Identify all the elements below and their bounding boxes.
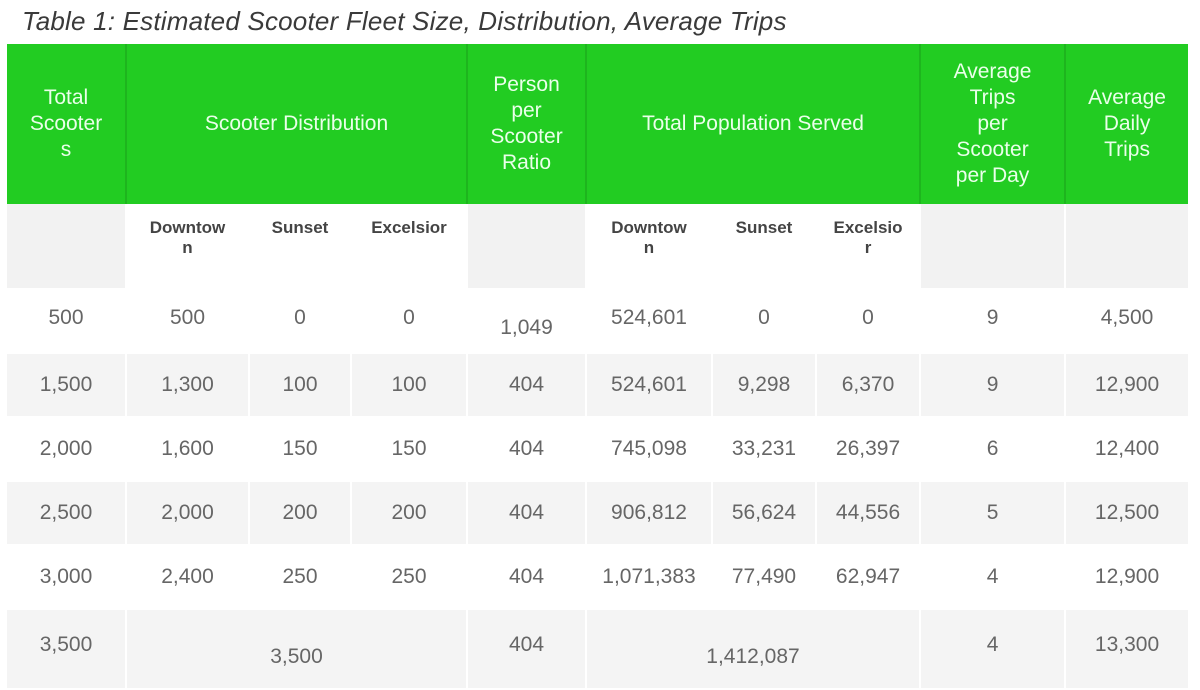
header-total-scooters: Total Scooter s bbox=[7, 44, 127, 204]
cell-total-scooters: 3,000 bbox=[7, 546, 127, 610]
cell-ratio: 404 bbox=[468, 418, 587, 482]
cell-pop-sunset: 33,231 bbox=[713, 418, 817, 482]
header-avg-daily-trips: Average Daily Trips bbox=[1066, 44, 1189, 204]
cell-dist-sunset: 150 bbox=[250, 418, 352, 482]
cell-daily-trips: 12,900 bbox=[1066, 354, 1189, 418]
subheader-blank bbox=[468, 204, 587, 290]
cell-pop-excelsior: 0 bbox=[817, 290, 922, 354]
cell-dist-sunset: 250 bbox=[250, 546, 352, 610]
cell-total-scooters: 2,000 bbox=[7, 418, 127, 482]
table-row: 2,000 1,600 150 150 404 745,098 33,231 2… bbox=[7, 418, 1189, 482]
cell-dist-sunset: 0 bbox=[250, 290, 352, 354]
cell-total-scooters: 3,500 bbox=[7, 610, 127, 690]
cell-dist-excelsior: 200 bbox=[352, 482, 468, 546]
cell-pop-sunset: 77,490 bbox=[713, 546, 817, 610]
cell-pop-downtown: 906,812 bbox=[587, 482, 713, 546]
scooter-fleet-table: Total Scooter s Scooter Distribution Per… bbox=[7, 44, 1189, 690]
subheader-blank bbox=[7, 204, 127, 290]
cell-pop-downtown: 1,071,383 bbox=[587, 546, 713, 610]
cell-pop-sunset: 9,298 bbox=[713, 354, 817, 418]
cell-dist-downtown: 500 bbox=[127, 290, 250, 354]
subheader-dist-excelsior: Excelsior bbox=[352, 204, 468, 290]
cell-pop-excelsior: 26,397 bbox=[817, 418, 922, 482]
cell-pop-downtown: 745,098 bbox=[587, 418, 713, 482]
cell-trips-per-scooter: 4 bbox=[921, 546, 1067, 610]
cell-ratio: 404 bbox=[468, 482, 587, 546]
table-row: 2,500 2,000 200 200 404 906,812 56,624 4… bbox=[7, 482, 1189, 546]
subheader-dist-sunset: Sunset bbox=[250, 204, 352, 290]
subheader-row: Downtow n Sunset Excelsior Downtow n Sun… bbox=[7, 204, 1189, 290]
cell-daily-trips: 12,500 bbox=[1066, 482, 1189, 546]
cell-dist-excelsior: 0 bbox=[352, 290, 468, 354]
cell-trips-per-scooter: 5 bbox=[921, 482, 1067, 546]
cell-population-merged: 1,412,087 bbox=[587, 610, 922, 690]
cell-dist-downtown: 2,000 bbox=[127, 482, 250, 546]
cell-ratio: 404 bbox=[468, 354, 587, 418]
cell-total-scooters: 2,500 bbox=[7, 482, 127, 546]
cell-daily-trips: 12,400 bbox=[1066, 418, 1189, 482]
cell-dist-excelsior: 150 bbox=[352, 418, 468, 482]
cell-ratio: 404 bbox=[468, 610, 587, 690]
cell-pop-downtown: 524,601 bbox=[587, 290, 713, 354]
cell-dist-sunset: 100 bbox=[250, 354, 352, 418]
cell-ratio: 404 bbox=[468, 546, 587, 610]
header-scooter-distribution: Scooter Distribution bbox=[127, 44, 468, 204]
cell-dist-sunset: 200 bbox=[250, 482, 352, 546]
table-row: 3,500 3,500 404 1,412,087 4 13,300 bbox=[7, 610, 1189, 690]
cell-total-scooters: 1,500 bbox=[7, 354, 127, 418]
table-row: 1,500 1,300 100 100 404 524,601 9,298 6,… bbox=[7, 354, 1189, 418]
cell-ratio: 1,049 bbox=[468, 290, 587, 354]
cell-dist-excelsior: 250 bbox=[352, 546, 468, 610]
cell-total-scooters: 500 bbox=[7, 290, 127, 354]
cell-trips-per-scooter: 6 bbox=[921, 418, 1067, 482]
cell-dist-downtown: 1,300 bbox=[127, 354, 250, 418]
header-total-population: Total Population Served bbox=[587, 44, 922, 204]
header-person-ratio: Person per Scooter Ratio bbox=[468, 44, 587, 204]
subheader-pop-excelsior: Excelsio r bbox=[817, 204, 922, 290]
cell-dist-excelsior: 100 bbox=[352, 354, 468, 418]
cell-daily-trips: 12,900 bbox=[1066, 546, 1189, 610]
cell-pop-downtown: 524,601 bbox=[587, 354, 713, 418]
subheader-dist-downtown: Downtow n bbox=[127, 204, 250, 290]
subheader-pop-sunset: Sunset bbox=[713, 204, 817, 290]
cell-pop-excelsior: 62,947 bbox=[817, 546, 922, 610]
cell-trips-per-scooter: 4 bbox=[921, 610, 1067, 690]
cell-daily-trips: 4,500 bbox=[1066, 290, 1189, 354]
cell-daily-trips: 13,300 bbox=[1066, 610, 1189, 690]
cell-trips-per-scooter: 9 bbox=[921, 290, 1067, 354]
cell-pop-sunset: 0 bbox=[713, 290, 817, 354]
subheader-blank bbox=[1066, 204, 1189, 290]
header-row: Total Scooter s Scooter Distribution Per… bbox=[7, 44, 1189, 204]
cell-dist-downtown: 2,400 bbox=[127, 546, 250, 610]
subheader-blank bbox=[921, 204, 1067, 290]
cell-distribution-merged: 3,500 bbox=[127, 610, 468, 690]
cell-trips-per-scooter: 9 bbox=[921, 354, 1067, 418]
table-row: 500 500 0 0 1,049 524,601 0 0 9 4,500 bbox=[7, 290, 1189, 354]
header-avg-trips-per-scooter: Average Trips per Scooter per Day bbox=[921, 44, 1067, 204]
cell-pop-sunset: 56,624 bbox=[713, 482, 817, 546]
cell-pop-excelsior: 44,556 bbox=[817, 482, 922, 546]
cell-dist-downtown: 1,600 bbox=[127, 418, 250, 482]
subheader-pop-downtown: Downtow n bbox=[587, 204, 713, 290]
table-caption: Table 1: Estimated Scooter Fleet Size, D… bbox=[22, 6, 787, 36]
cell-pop-excelsior: 6,370 bbox=[817, 354, 922, 418]
table-row: 3,000 2,400 250 250 404 1,071,383 77,490… bbox=[7, 546, 1189, 610]
